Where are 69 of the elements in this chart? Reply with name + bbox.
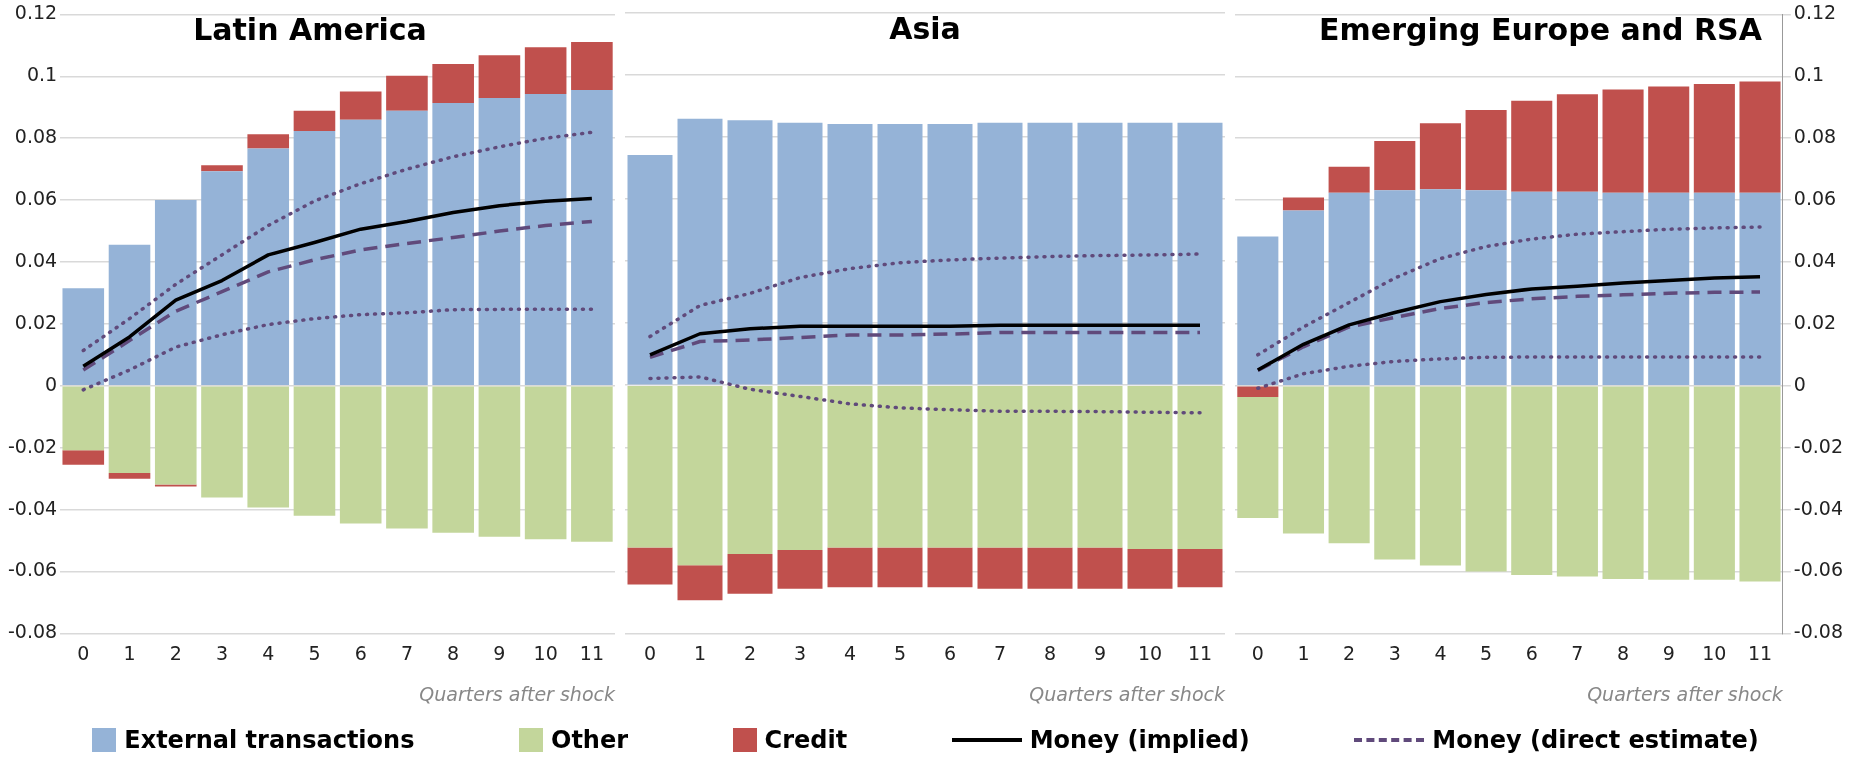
x-tick-label: 1 xyxy=(1297,641,1310,664)
y-tick-label: 0.08 xyxy=(1793,125,1837,148)
legend-label: Credit xyxy=(764,726,848,754)
x-tick-label: 9 xyxy=(493,641,506,664)
x-tick-label: 11 xyxy=(1747,641,1773,664)
x-tick-label: 2 xyxy=(1343,641,1356,664)
x-tick-label: 4 xyxy=(262,641,275,664)
y-tick-label: 0.04 xyxy=(14,248,58,271)
chart-title: Emerging Europe and RSA xyxy=(1319,12,1763,48)
chart-title: Asia xyxy=(889,10,961,46)
y-tick-label: -0.02 xyxy=(7,434,58,457)
chart-title: Latin America xyxy=(193,12,427,48)
x-tick-label: 5 xyxy=(893,641,907,664)
x-tick-label: 3 xyxy=(793,641,807,664)
x-tick-label: 7 xyxy=(1571,641,1584,664)
x-tick-label: 6 xyxy=(354,641,367,664)
x-tick-label: 3 xyxy=(1388,641,1401,664)
y-tick-label: 0.02 xyxy=(14,310,58,333)
x-tick-label: 11 xyxy=(579,641,604,664)
x-tick-label: 6 xyxy=(1525,641,1538,664)
x-tick-label: 4 xyxy=(843,641,857,664)
legend-label: Money (direct estimate) xyxy=(1432,726,1759,754)
x-axis-title: Quarters after shock xyxy=(1587,682,1784,705)
x-tick-label: 2 xyxy=(743,641,757,664)
x-tick-label: 5 xyxy=(308,641,321,664)
x-tick-label: 0 xyxy=(77,641,90,664)
x-tick-label: 11 xyxy=(1187,641,1213,664)
x-tick-label: 8 xyxy=(1617,641,1630,664)
y-tick-label: -0.06 xyxy=(7,558,58,581)
y-tick-label: -0.06 xyxy=(1793,558,1844,581)
x-tick-label: 10 xyxy=(1137,641,1163,664)
y-tick-label: 0 xyxy=(45,372,58,395)
x-tick-label: 8 xyxy=(1043,641,1057,664)
y-tick-label: -0.04 xyxy=(7,496,58,519)
legend-label: External transactions xyxy=(124,726,415,754)
x-tick-label: 4 xyxy=(1434,641,1447,664)
y-tick-label: 0.1 xyxy=(26,63,58,86)
x-tick-label: 7 xyxy=(993,641,1007,664)
x-tick-label: 7 xyxy=(400,641,413,664)
y-tick-label: -0.08 xyxy=(1793,620,1844,643)
x-tick-label: 3 xyxy=(215,641,229,664)
y-tick-label: 0.1 xyxy=(1793,63,1825,86)
x-tick-label: 8 xyxy=(447,641,460,664)
x-axis-title: Quarters after shock xyxy=(1029,682,1226,705)
x-tick-label: 1 xyxy=(123,641,136,664)
y-tick-label: 0.04 xyxy=(1793,248,1837,271)
y-tick-label: 0.06 xyxy=(14,187,58,210)
x-tick-label: 5 xyxy=(1480,641,1493,664)
x-tick-label: 10 xyxy=(1702,641,1727,664)
y-tick-label: 0.08 xyxy=(14,125,58,148)
y-tick-label: -0.08 xyxy=(7,620,58,643)
y-tick-label: 0.12 xyxy=(14,1,58,24)
x-tick-label: 6 xyxy=(943,641,957,664)
x-tick-label: 0 xyxy=(643,641,657,664)
y-tick-label: 0.06 xyxy=(1793,187,1837,210)
y-tick-label: 0.12 xyxy=(1793,1,1837,24)
x-tick-label: 10 xyxy=(533,641,558,664)
y-tick-label: 0.02 xyxy=(1793,310,1837,333)
legend-label: Other xyxy=(550,726,629,754)
y-tick-label: -0.04 xyxy=(1793,496,1844,519)
x-tick-label: 9 xyxy=(1662,641,1675,664)
x-axis-title: Quarters after shock xyxy=(419,682,616,705)
x-tick-label: 0 xyxy=(1251,641,1264,664)
y-tick-label: 0 xyxy=(1793,372,1806,395)
y-tick-label: -0.02 xyxy=(1793,434,1844,457)
x-tick-label: 9 xyxy=(1093,641,1107,664)
legend-label: Money (implied) xyxy=(1029,726,1250,754)
x-tick-label: 2 xyxy=(169,641,182,664)
x-tick-label: 1 xyxy=(693,641,707,664)
